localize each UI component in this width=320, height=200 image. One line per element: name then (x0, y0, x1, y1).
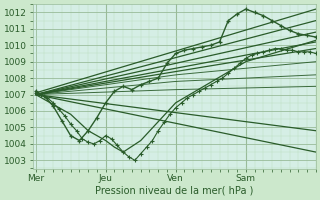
X-axis label: Pression niveau de la mer( hPa ): Pression niveau de la mer( hPa ) (95, 186, 253, 196)
